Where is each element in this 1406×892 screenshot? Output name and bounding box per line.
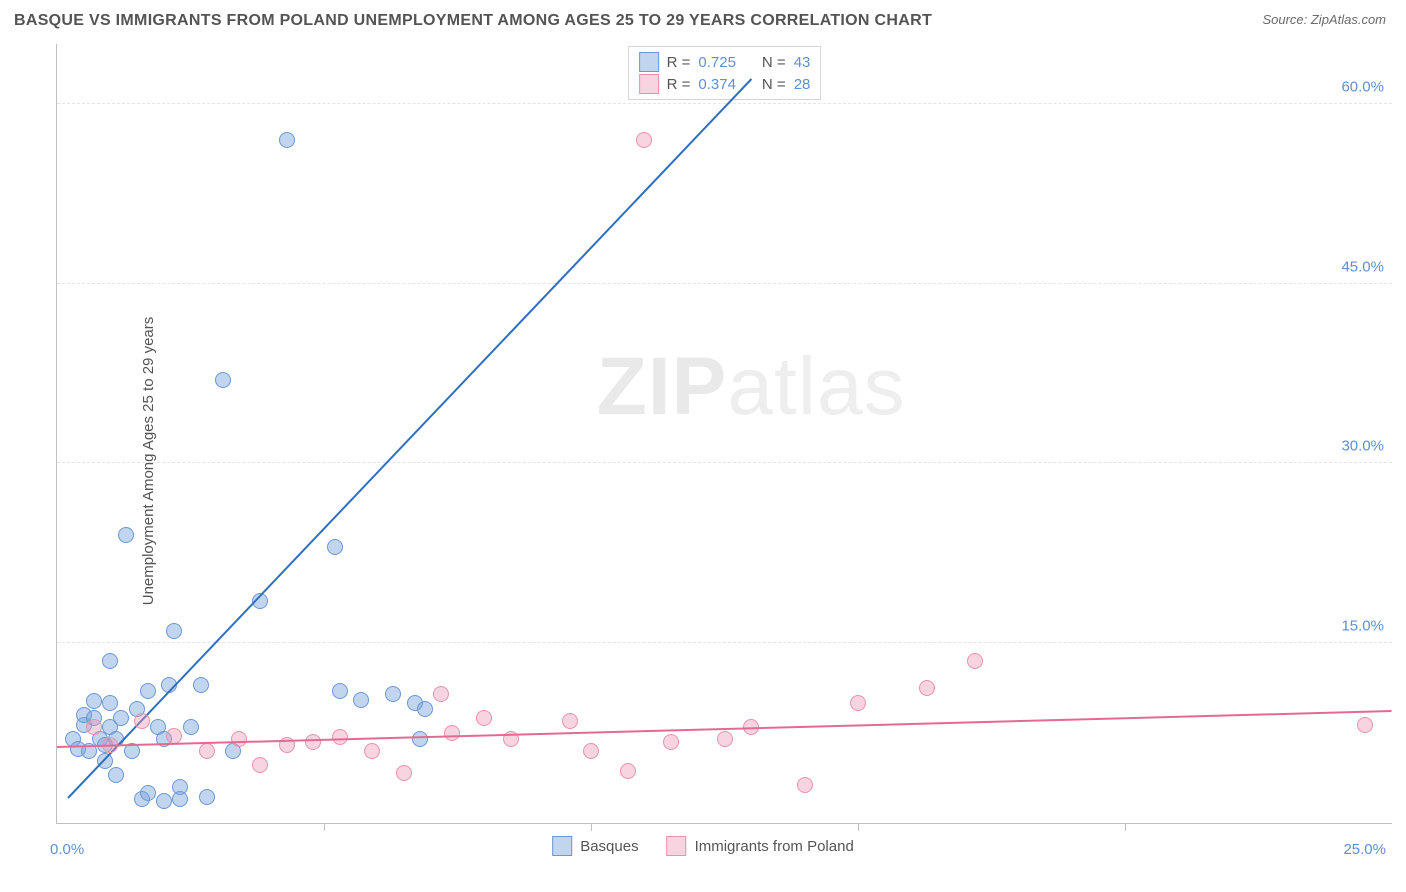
- trend-line: [67, 78, 752, 798]
- y-tick-label: 30.0%: [1341, 438, 1384, 455]
- data-point: [850, 695, 866, 711]
- series-legend: Basques Immigrants from Poland: [552, 836, 854, 856]
- gridline: [57, 283, 1392, 284]
- data-point: [279, 132, 295, 148]
- data-point: [717, 731, 733, 747]
- data-point: [364, 743, 380, 759]
- data-point: [797, 777, 813, 793]
- legend-swatch: [552, 836, 572, 856]
- legend-swatch: [639, 74, 659, 94]
- stats-legend-row: R = 0.725 N = 43: [639, 51, 811, 73]
- data-point: [332, 729, 348, 745]
- data-point: [134, 713, 150, 729]
- source-attribution: Source: ZipAtlas.com: [1262, 12, 1386, 27]
- data-point: [385, 686, 401, 702]
- data-point: [199, 743, 215, 759]
- y-tick-label: 45.0%: [1341, 258, 1384, 275]
- legend-swatch: [667, 836, 687, 856]
- r-label: R =: [667, 54, 691, 71]
- chart-container: Unemployment Among Ages 25 to 29 years Z…: [14, 44, 1392, 878]
- gridline: [57, 103, 1392, 104]
- x-axis-origin-label: 0.0%: [50, 841, 84, 858]
- data-point: [663, 734, 679, 750]
- data-point: [166, 728, 182, 744]
- y-tick-label: 60.0%: [1341, 78, 1384, 95]
- n-value: 43: [794, 54, 811, 71]
- r-value: 0.374: [698, 76, 736, 93]
- data-point: [86, 719, 102, 735]
- data-point: [967, 653, 983, 669]
- data-point: [156, 793, 172, 809]
- data-point: [193, 677, 209, 693]
- data-point: [166, 623, 182, 639]
- data-point: [231, 731, 247, 747]
- r-label: R =: [667, 76, 691, 93]
- r-value: 0.725: [698, 54, 736, 71]
- data-point: [183, 719, 199, 735]
- x-tick: [1125, 823, 1126, 831]
- data-point: [252, 757, 268, 773]
- data-point: [562, 713, 578, 729]
- legend-swatch: [639, 52, 659, 72]
- n-value: 28: [794, 76, 811, 93]
- data-point: [583, 743, 599, 759]
- data-point: [620, 763, 636, 779]
- stats-legend-row: R = 0.374 N = 28: [639, 73, 811, 95]
- x-tick: [324, 823, 325, 831]
- x-axis-max-label: 25.0%: [1343, 841, 1386, 858]
- data-point: [172, 791, 188, 807]
- data-point: [140, 683, 156, 699]
- data-point: [444, 725, 460, 741]
- data-point: [332, 683, 348, 699]
- n-label: N =: [762, 54, 786, 71]
- data-point: [102, 653, 118, 669]
- data-point: [215, 372, 231, 388]
- data-point: [396, 765, 412, 781]
- data-point: [636, 132, 652, 148]
- data-point: [1357, 717, 1373, 733]
- x-tick: [591, 823, 592, 831]
- data-point: [433, 686, 449, 702]
- watermark: ZIPatlas: [597, 340, 906, 434]
- plot-area: ZIPatlas R = 0.725N = 43R = 0.374N = 28 …: [56, 44, 1392, 824]
- data-point: [353, 692, 369, 708]
- gridline: [57, 462, 1392, 463]
- gridline: [57, 642, 1392, 643]
- data-point: [140, 785, 156, 801]
- legend-label: Immigrants from Poland: [695, 838, 854, 855]
- data-point: [108, 767, 124, 783]
- data-point: [305, 734, 321, 750]
- data-point: [327, 539, 343, 555]
- data-point: [102, 695, 118, 711]
- legend-item: Immigrants from Poland: [667, 836, 854, 856]
- y-tick-label: 15.0%: [1341, 618, 1384, 635]
- x-tick: [858, 823, 859, 831]
- data-point: [417, 701, 433, 717]
- legend-label: Basques: [580, 838, 638, 855]
- legend-item: Basques: [552, 836, 638, 856]
- stats-legend: R = 0.725 N = 43 R = 0.374 N = 28: [628, 46, 822, 100]
- data-point: [118, 527, 134, 543]
- data-point: [919, 680, 935, 696]
- data-point: [412, 731, 428, 747]
- data-point: [476, 710, 492, 726]
- n-label: N =: [762, 76, 786, 93]
- data-point: [199, 789, 215, 805]
- data-point: [113, 710, 129, 726]
- chart-title: BASQUE VS IMMIGRANTS FROM POLAND UNEMPLO…: [14, 12, 932, 30]
- data-point: [86, 693, 102, 709]
